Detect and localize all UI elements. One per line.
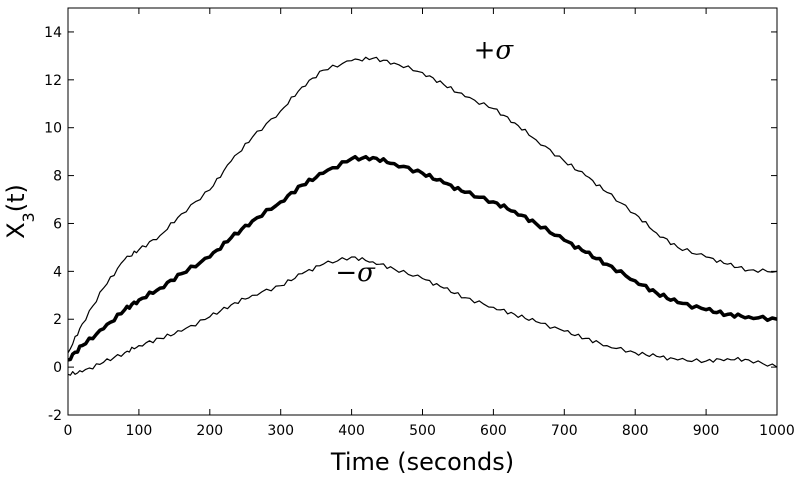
series-group (67, 56, 778, 376)
plus-sigma-label: +σ (474, 35, 515, 65)
y-tick-label: 14 (44, 25, 62, 41)
x-tick-label: 300 (267, 423, 294, 439)
x-tick-label: 0 (64, 423, 73, 439)
x-tick-label: 400 (338, 423, 365, 439)
x-tick-label: 1000 (759, 423, 795, 439)
y-tick-label: 4 (53, 264, 62, 280)
y-tick-label: 10 (44, 121, 62, 137)
series-line-lower (67, 256, 778, 376)
x-tick-label: 200 (196, 423, 223, 439)
plot-area (67, 7, 778, 416)
labels-group: Time (seconds) X3(t) +σ −σ (2, 35, 514, 476)
series-line-mean (67, 154, 778, 362)
y-tick-label: 0 (53, 360, 62, 376)
y-tick-label: -2 (48, 408, 62, 424)
x-tick-label: 800 (622, 423, 649, 439)
x-tick-label: 900 (693, 423, 720, 439)
y-tick-label: 8 (53, 169, 62, 185)
y-tick-label: 6 (53, 216, 62, 232)
series-line-upper (67, 56, 778, 354)
y-axis-title: X3(t) (2, 184, 38, 239)
y-tick-label: 2 (53, 312, 62, 328)
x-tick-label: 500 (409, 423, 436, 439)
y-tick-label: 12 (44, 73, 62, 89)
x-tick-label: 100 (126, 423, 153, 439)
ticks-group: 0 100 200 300 400 500 600 700 800 900 1000-2024681… (44, 8, 795, 439)
x-tick-label: 700 (551, 423, 578, 439)
x-axis-title: Time (seconds) (330, 448, 514, 476)
x-tick-label: 600 (480, 423, 507, 439)
plot-frame (67, 7, 778, 416)
minus-sigma-label: −σ (335, 258, 376, 288)
